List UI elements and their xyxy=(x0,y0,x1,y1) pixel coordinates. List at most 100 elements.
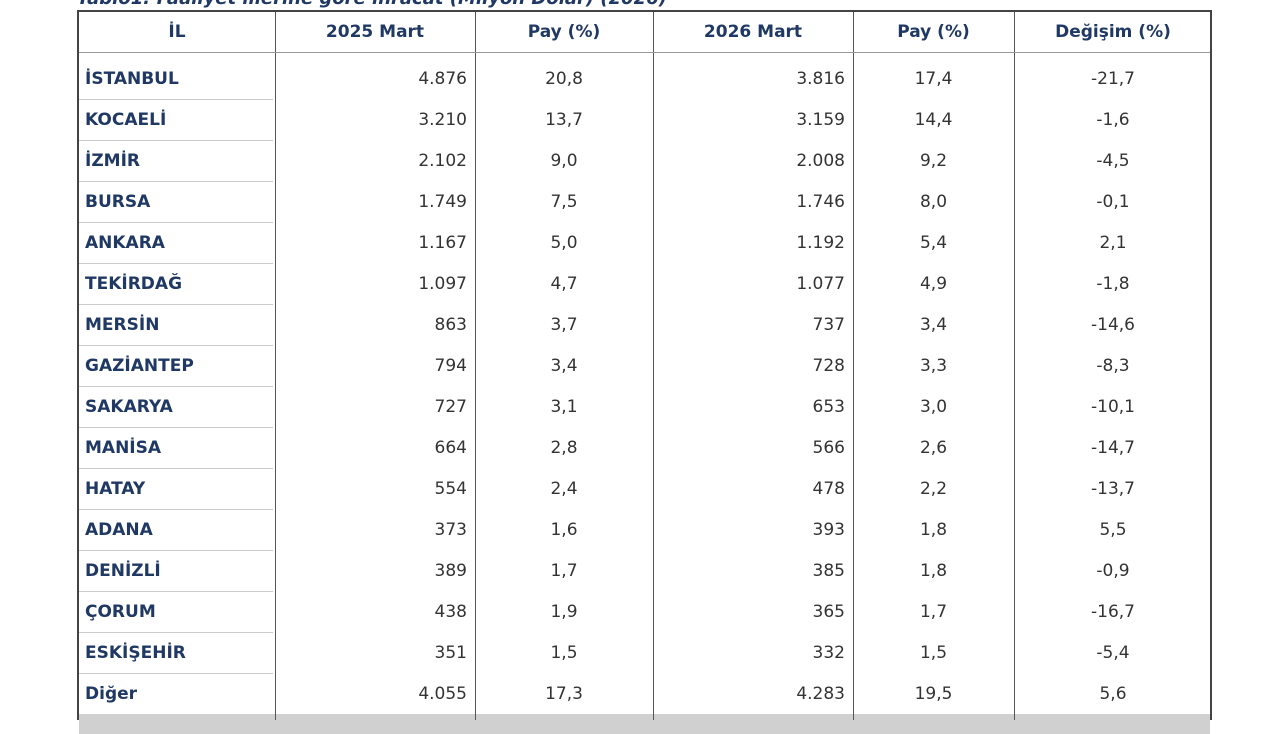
province-name: MANİSA xyxy=(85,437,162,458)
province-name: ESKİŞEHİR xyxy=(85,642,186,663)
table-cell: 9,0 xyxy=(550,150,578,171)
table-cell: 1.749 xyxy=(418,191,467,212)
column-header: Değişim (%) xyxy=(1055,22,1171,42)
column-divider xyxy=(653,12,654,720)
row-divider xyxy=(79,509,273,510)
table-cell: 2.102 xyxy=(418,150,467,171)
province-name: ANKARA xyxy=(85,232,165,253)
table-cell: 385 xyxy=(812,560,845,581)
row-divider xyxy=(79,263,273,264)
province-name: İZMİR xyxy=(85,150,140,171)
table-cell: 4,9 xyxy=(919,273,948,294)
table-cell: 554 xyxy=(434,478,467,499)
table-cell: 389 xyxy=(434,560,467,581)
table-cell: -14,7 xyxy=(1091,437,1135,458)
row-divider xyxy=(79,222,273,223)
table-cell: 1,8 xyxy=(919,519,948,540)
table-cell: 566 xyxy=(812,437,845,458)
table-cell: -14,6 xyxy=(1091,314,1135,335)
table-cell: 4.876 xyxy=(418,68,467,89)
table-cell: 794 xyxy=(434,355,467,376)
table-cell: 351 xyxy=(434,642,467,663)
table: İL 2025 Mart Pay (%) 2026 Mart Pay (%) Değişi… xyxy=(77,10,1212,734)
column-header: İL xyxy=(168,22,186,42)
table-cell: 3,7 xyxy=(550,314,578,335)
table-cell: 1.077 xyxy=(796,273,845,294)
table-cell: 1,8 xyxy=(919,560,948,581)
row-divider xyxy=(79,140,273,141)
row-divider xyxy=(79,99,273,100)
row-divider xyxy=(79,632,273,633)
table-cell: 1,9 xyxy=(550,601,578,622)
table-cell: 9,2 xyxy=(919,150,948,171)
table-cell: 3,1 xyxy=(550,396,578,417)
row-divider xyxy=(79,304,273,305)
column-header: Pay (%) xyxy=(527,22,601,42)
table-cell: 17,4 xyxy=(914,68,953,89)
row-divider xyxy=(79,673,273,674)
province-name: SAKARYA xyxy=(85,396,173,417)
table-cell: 3,4 xyxy=(550,355,578,376)
province-name: KOCAELİ xyxy=(85,109,167,130)
table-cell: -8,3 xyxy=(1096,355,1130,376)
table-cell: 373 xyxy=(434,519,467,540)
column-divider xyxy=(475,12,476,720)
table-cell: 4.283 xyxy=(796,683,845,704)
province-name: Diğer xyxy=(85,683,138,704)
table-cell: 664 xyxy=(434,437,467,458)
table-cell: 7,5 xyxy=(550,191,578,212)
table-cell: 5,4 xyxy=(919,232,948,253)
table-cell: 5,5 xyxy=(1099,519,1127,540)
table-cell: 438 xyxy=(434,601,467,622)
table-cell: 14,4 xyxy=(914,109,953,130)
row-divider xyxy=(79,386,273,387)
row-divider xyxy=(79,345,273,346)
table-cell: 1,6 xyxy=(550,519,578,540)
table-cell: 4.055 xyxy=(418,683,467,704)
table-cell: 13,7 xyxy=(545,109,583,130)
table-cell: 365 xyxy=(812,601,845,622)
row-divider xyxy=(79,550,273,551)
table-cell: 5,6 xyxy=(1099,683,1127,704)
table-cell: 653 xyxy=(812,396,845,417)
total-row-band xyxy=(79,714,1210,734)
table-cell: 3,3 xyxy=(919,355,948,376)
province-name: ÇORUM xyxy=(85,601,156,622)
province-name: GAZİANTEP xyxy=(85,355,194,376)
table-cell: -10,1 xyxy=(1091,396,1135,417)
row-divider xyxy=(79,181,273,182)
table-cell: 393 xyxy=(812,519,845,540)
table-cell: 1,5 xyxy=(550,642,578,663)
table-title: Tablo1: Faaliyet illerine göre ihracat (… xyxy=(77,0,667,9)
table-cell: 728 xyxy=(812,355,845,376)
header-divider xyxy=(79,52,1210,53)
table-cell: 2,4 xyxy=(550,478,578,499)
row-divider xyxy=(79,427,273,428)
table-cell: 1,7 xyxy=(919,601,948,622)
table-cell: 3.210 xyxy=(418,109,467,130)
row-divider xyxy=(79,468,273,469)
table-cell: 3,0 xyxy=(919,396,948,417)
table-cell: 2,8 xyxy=(550,437,578,458)
table-cell: 3.816 xyxy=(796,68,845,89)
table-cell: 17,3 xyxy=(545,683,583,704)
province-name: DENİZLİ xyxy=(85,560,161,581)
column-header: 2025 Mart xyxy=(325,22,425,42)
column-divider xyxy=(853,12,854,720)
table-cell: 332 xyxy=(812,642,845,663)
table-cell: -4,5 xyxy=(1096,150,1130,171)
table-cell: 1.746 xyxy=(796,191,845,212)
table-cell: -21,7 xyxy=(1091,68,1135,89)
column-divider xyxy=(275,12,276,720)
table-cell: 478 xyxy=(812,478,845,499)
column-header: Pay (%) xyxy=(897,22,970,42)
table-cell: 1,5 xyxy=(919,642,948,663)
table-cell: 1.192 xyxy=(796,232,845,253)
table-cell: 4,7 xyxy=(550,273,578,294)
row-divider xyxy=(79,591,273,592)
province-name: HATAY xyxy=(85,478,146,499)
table-cell: 727 xyxy=(434,396,467,417)
table-cell: 3,4 xyxy=(919,314,948,335)
table-cell: -1,8 xyxy=(1096,273,1130,294)
